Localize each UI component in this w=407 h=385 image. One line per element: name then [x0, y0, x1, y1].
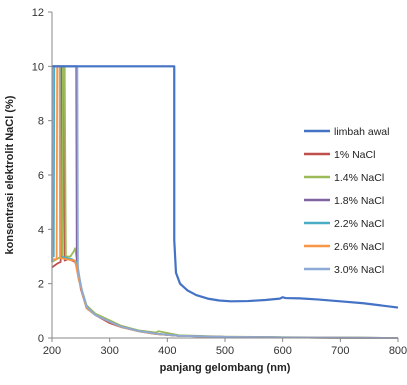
- y-tick-label: 8: [38, 116, 44, 128]
- y-axis-title: konsentrasi elektrolit NaCl (%): [4, 95, 16, 254]
- legend-label: 1.8% NaCl: [334, 195, 384, 207]
- y-axis-ticks: 0 2 4 6 8 10 12: [32, 7, 52, 345]
- legend-label: limbah awal: [334, 126, 389, 138]
- x-tick-label: 300: [100, 345, 118, 357]
- x-tick-label: 200: [43, 345, 61, 357]
- y-tick-label: 2: [38, 279, 44, 291]
- x-tick-label: 600: [273, 345, 291, 357]
- x-tick-label: 800: [389, 345, 407, 357]
- legend-label: 3.0% NaCl: [334, 264, 384, 276]
- y-tick-label: 4: [38, 224, 44, 236]
- legend-label: 1% NaCl: [334, 149, 375, 161]
- y-tick-label: 0: [38, 333, 44, 345]
- legend: limbah awal 1% NaCl 1.4% NaCl 1.8% NaCl 2.2%…: [304, 126, 389, 276]
- y-tick-label: 12: [32, 7, 44, 19]
- x-tick-label: 500: [216, 345, 234, 357]
- y-tick-label: 10: [32, 61, 44, 73]
- legend-label: 2.2% NaCl: [334, 218, 384, 230]
- legend-label: 2.6% NaCl: [334, 241, 384, 253]
- legend-label: 1.4% NaCl: [334, 172, 384, 184]
- x-axis-title: panjang gelombang (nm): [160, 362, 291, 374]
- series-line-0: [52, 65, 399, 309]
- x-axis-ticks: 200 300 400 500 600 700 800: [43, 338, 407, 357]
- plot-series: [51, 65, 399, 339]
- x-tick-label: 700: [331, 345, 349, 357]
- x-tick-label: 400: [158, 345, 176, 357]
- series-line-6: [51, 65, 399, 339]
- y-tick-label: 6: [38, 170, 44, 182]
